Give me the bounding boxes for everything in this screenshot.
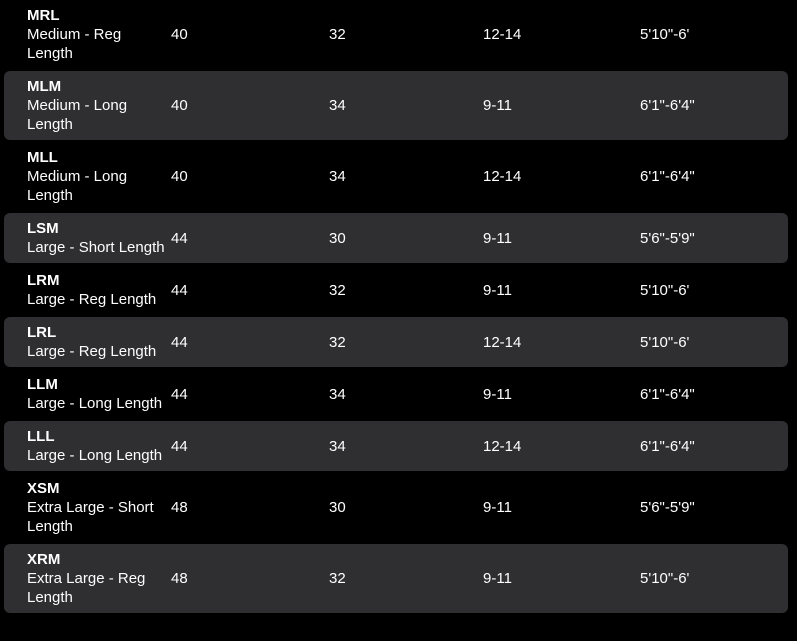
table-row: LRL Large - Reg Length 44 32 12-14 5'10"… — [4, 317, 788, 367]
cell-value: 9-11 — [483, 570, 512, 587]
size-description: Medium - Long Length — [27, 97, 128, 133]
cell-value: 6'1"-6'4" — [640, 437, 695, 455]
size-code: LRM — [27, 272, 60, 289]
cell-value: 12-14 — [483, 168, 522, 185]
size-code: LRL — [27, 324, 57, 341]
cell-value: 44 — [171, 229, 188, 247]
cell-value: 5'10"-6' — [640, 570, 690, 587]
size-code: XSM — [27, 480, 60, 497]
table-row: XSM Extra Large - Short Length 48 30 9-1… — [0, 473, 797, 542]
cell-value: 5'6"-5'9" — [640, 229, 695, 247]
table-row: MRL Medium - Reg Length 40 32 12-14 5'10… — [0, 0, 797, 69]
size-description: Extra Large - Reg Length — [27, 570, 146, 606]
size-description: Large - Long Length — [27, 447, 163, 464]
table-row: LLM Large - Long Length 44 34 9-11 6'1"-… — [0, 369, 797, 419]
cell-value: 5'10"-6' — [640, 333, 690, 351]
cell-value: 30 — [329, 499, 346, 516]
size-cell: MLM Medium - Long Length — [27, 77, 171, 134]
table-row: LLL Large - Long Length 44 34 12-14 6'1"… — [4, 421, 788, 471]
cell-value: 32 — [329, 333, 346, 351]
table-row: LSM Large - Short Length 44 30 9-11 5'6"… — [4, 213, 788, 263]
size-cell: LLM Large - Long Length — [27, 375, 171, 413]
cell-value: 6'1"-6'4" — [640, 168, 695, 185]
size-cell: LLL Large - Long Length — [27, 427, 171, 465]
cell-value: 5'10"-6' — [640, 281, 690, 299]
size-code: LLM — [27, 376, 58, 393]
cell-value: 34 — [329, 437, 346, 455]
table-row: LRM Large - Reg Length 44 32 9-11 5'10"-… — [0, 265, 797, 315]
size-cell: XSM Extra Large - Short Length — [27, 479, 171, 536]
cell-value: 34 — [329, 168, 346, 185]
cell-value: 12-14 — [483, 333, 522, 351]
size-description: Medium - Reg Length — [27, 26, 122, 62]
size-description: Large - Reg Length — [27, 343, 157, 360]
size-cell: LRL Large - Reg Length — [27, 323, 171, 361]
cell-value: 5'10"-6' — [640, 26, 690, 43]
cell-value: 9-11 — [483, 385, 512, 403]
cell-value: 32 — [329, 26, 346, 43]
size-description: Medium - Long Length — [27, 168, 128, 204]
size-cell: MLL Medium - Long Length — [27, 148, 171, 205]
size-code: MLL — [27, 149, 58, 166]
cell-value: 40 — [171, 26, 188, 43]
table-row: XRM Extra Large - Reg Length 48 32 9-11 … — [4, 544, 788, 613]
cell-value: 6'1"-6'4" — [640, 97, 695, 114]
cell-value: 44 — [171, 385, 188, 403]
cell-value: 44 — [171, 281, 188, 299]
size-cell: LSM Large - Short Length — [27, 219, 171, 257]
size-cell: LRM Large - Reg Length — [27, 271, 171, 309]
cell-value: 9-11 — [483, 281, 512, 299]
cell-value: 34 — [329, 97, 346, 114]
table-row: MLL Medium - Long Length 40 34 12-14 6'1… — [0, 142, 797, 211]
cell-value: 9-11 — [483, 97, 512, 114]
size-code: LLL — [27, 428, 55, 445]
cell-value: 48 — [171, 499, 188, 516]
cell-value: 5'6"-5'9" — [640, 499, 695, 516]
cell-value: 12-14 — [483, 437, 522, 455]
cell-value: 6'1"-6'4" — [640, 385, 695, 403]
size-cell: XRM Extra Large - Reg Length — [27, 550, 171, 607]
cell-value: 32 — [329, 281, 346, 299]
size-description: Large - Reg Length — [27, 291, 157, 308]
cell-value: 44 — [171, 333, 188, 351]
cell-value: 9-11 — [483, 499, 512, 516]
cell-value: 40 — [171, 97, 188, 114]
cell-value: 40 — [171, 168, 188, 185]
cell-value: 32 — [329, 570, 346, 587]
size-code: LSM — [27, 220, 59, 237]
cell-value: 44 — [171, 437, 188, 455]
size-code: MLM — [27, 78, 62, 95]
size-code: XRM — [27, 551, 61, 568]
table-row: MLM Medium - Long Length 40 34 9-11 6'1"… — [4, 71, 788, 140]
size-code: MRL — [27, 7, 60, 24]
size-description: Large - Long Length — [27, 395, 163, 412]
cell-value: 12-14 — [483, 26, 522, 43]
size-description: Large - Short Length — [27, 239, 165, 256]
size-cell: MRL Medium - Reg Length — [27, 6, 171, 63]
size-description: Extra Large - Short Length — [27, 499, 154, 535]
cell-value: 30 — [329, 229, 346, 247]
cell-value: 34 — [329, 385, 346, 403]
cell-value: 9-11 — [483, 229, 512, 247]
cell-value: 48 — [171, 570, 188, 587]
